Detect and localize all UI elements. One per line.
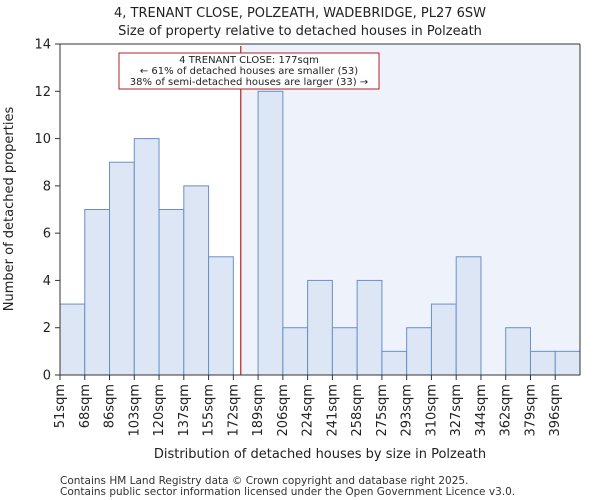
bar-155sqm (208, 256, 234, 376)
y-tick-label-14: 14 (34, 38, 51, 53)
bar-120sqm (158, 209, 185, 376)
x-tick-label-68sqm: 68sqm (78, 384, 93, 428)
bar-258sqm (356, 279, 383, 376)
y-tick-label-6: 6 (43, 227, 51, 242)
x-axis-label: Distribution of detached houses by size … (154, 447, 486, 462)
annotation-box (118, 52, 380, 90)
x-tick-label-310sqm: 310sqm (424, 384, 439, 437)
bar-327sqm (455, 256, 482, 376)
x-tick-label-189sqm: 189sqm (251, 384, 266, 437)
bar-224sqm (307, 279, 333, 376)
y-tick-label-4: 4 (43, 274, 51, 289)
chart-subtitle: Size of property relative to detached ho… (118, 24, 482, 39)
x-tick-label-103sqm: 103sqm (127, 384, 142, 437)
x-tick-label-362sqm: 362sqm (499, 384, 514, 437)
bar-396sqm (554, 350, 581, 376)
x-tick-label-86sqm: 86sqm (103, 384, 118, 428)
bar-362sqm (505, 327, 531, 376)
y-tick-label-12: 12 (34, 85, 51, 100)
plot-area: 0 2 4 6 8 10 12 14 51sqm 68sqm 86sqm 103sqm 120sqm 13… (34, 38, 581, 437)
x-tick-label-275sqm: 275sqm (375, 384, 390, 437)
x-tick-label-120sqm: 120sqm (152, 384, 167, 437)
larger-region-shade (240, 44, 580, 375)
x-tick-label-396sqm: 396sqm (548, 384, 563, 437)
x-tick-label-344sqm: 344sqm (474, 384, 489, 437)
bar-189sqm (257, 90, 284, 376)
y-axis-label: Number of detached properties (2, 107, 17, 312)
x-tick-label-155sqm: 155sqm (202, 384, 217, 437)
chart-title: 4, TRENANT CLOSE, POLZEATH, WADEBRIDGE, … (114, 6, 486, 21)
footer-line-1: Contains HM Land Registry data © Crown c… (60, 475, 468, 487)
bar-293sqm (406, 327, 432, 376)
x-tick-label-137sqm: 137sqm (177, 384, 192, 437)
x-tick-label-172sqm: 172sqm (226, 384, 241, 437)
bar-310sqm (430, 303, 457, 376)
x-tick-label-224sqm: 224sqm (301, 384, 316, 437)
y-tick-label-8: 8 (43, 179, 51, 194)
bar-206sqm (282, 327, 309, 376)
annotation-line-3: 38% of semi-detached houses are larger (… (130, 77, 368, 88)
x-tick-label-51sqm: 51sqm (53, 384, 68, 428)
y-tick-label-0: 0 (43, 369, 51, 384)
x-tick-label-206sqm: 206sqm (276, 384, 291, 437)
footer-line-2: Contains public sector information licen… (60, 486, 515, 498)
y-tick-label-10: 10 (34, 132, 51, 147)
bar-51sqm (59, 303, 86, 376)
bar-241sqm (331, 327, 358, 376)
bar-86sqm (109, 161, 135, 376)
x-tick-label-241sqm: 241sqm (325, 384, 340, 437)
bar-68sqm (84, 209, 111, 376)
x-tick-label-258sqm: 258sqm (350, 384, 365, 437)
bar-103sqm (133, 138, 160, 376)
annotation-line-2: ← 61% of detached houses are smaller (53… (140, 66, 358, 77)
x-tick-label-327sqm: 327sqm (449, 384, 464, 437)
bar-275sqm (381, 350, 408, 376)
x-tick-label-379sqm: 379sqm (523, 384, 538, 437)
annotation-line-1: 4 TRENANT CLOSE: 177sqm (179, 55, 319, 66)
bar-379sqm (529, 350, 556, 376)
bar-137sqm (183, 185, 210, 376)
x-tick-label-293sqm: 293sqm (400, 384, 415, 437)
y-tick-label-2: 2 (43, 321, 51, 336)
